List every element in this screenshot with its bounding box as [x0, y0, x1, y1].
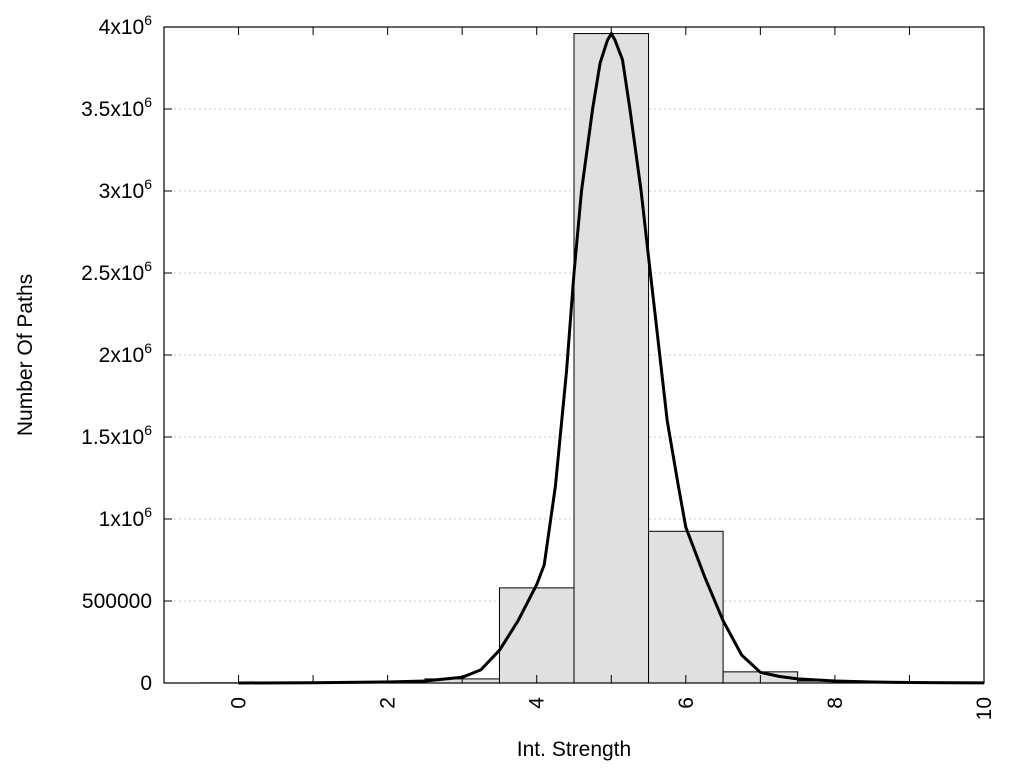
histogram-bar: [648, 530, 724, 684]
x-tick-label: 10: [973, 697, 996, 720]
bars: [200, 33, 948, 684]
fit-curve: [238, 32, 985, 685]
fit-curve-group: [238, 32, 985, 685]
y-tick-label: 1.5x106: [81, 422, 152, 449]
x-axis-ticks: 0 2 4 6 8 10: [228, 27, 996, 720]
y-axis-ticks: 0 500000 1x106 1.5x106 2x106 2.5x106 3x106 3.5x…: [81, 12, 984, 695]
x-tick-label: 2: [377, 697, 400, 709]
histogram-bar: [498, 587, 575, 684]
y-tick-label: 1x106: [99, 504, 153, 531]
y-tick-label: 0: [140, 672, 152, 695]
y-tick-label: 500000: [82, 590, 152, 613]
y-tick-label: 3.5x106: [81, 94, 152, 121]
y-tick-label: 3x106: [99, 176, 153, 203]
x-tick-label: 0: [228, 697, 251, 709]
x-tick-label: 4: [526, 697, 549, 709]
y-tick-label: 2x106: [99, 340, 153, 367]
x-axis-label: Int. Strength: [517, 738, 631, 761]
y-tick-label: 2.5x106: [81, 258, 152, 285]
histogram-bar: [573, 33, 650, 684]
x-tick-label: 8: [824, 697, 847, 709]
y-tick-label: 4x106: [99, 12, 153, 39]
y-axis-label: Number Of Paths: [14, 274, 37, 436]
x-tick-label: 6: [675, 697, 698, 709]
